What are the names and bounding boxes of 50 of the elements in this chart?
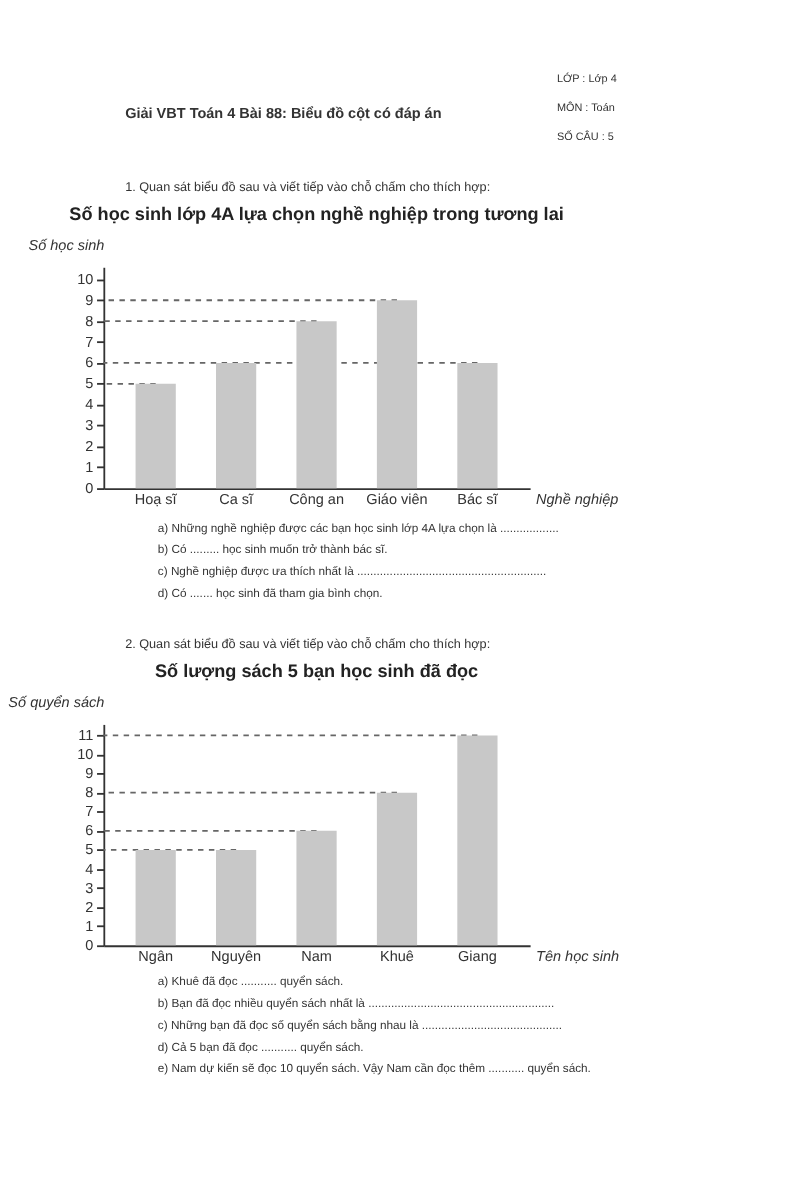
y-tick-label: 9 [85, 764, 94, 783]
x-axis-title: Nghề nghiệp [536, 489, 619, 508]
x-tick-label: Nam [301, 946, 332, 965]
y-tick-label: 7 [85, 332, 94, 351]
x-tick-label: Ca sĩ [219, 489, 256, 508]
bar [376, 792, 418, 946]
x-tick-label: Giang [458, 946, 497, 965]
y-tick-label: 3 [85, 416, 94, 435]
y-tick-label: 4 [85, 859, 94, 878]
y-tick-label: 9 [85, 290, 94, 309]
x-tick-label: Hoạ sĩ [134, 489, 179, 508]
bar [376, 300, 418, 489]
y-tick-label: 1 [85, 916, 94, 935]
y-tick-label: 11 [78, 725, 94, 744]
y-tick-label: 0 [85, 935, 94, 954]
x-axis-title: Tên học sinh [536, 946, 620, 965]
text: Giải VBT Toán 4 Bài 88: Biểu đồ cột có đáp án [125, 104, 442, 123]
y-tick-label: 5 [85, 374, 94, 393]
y-tick-label: 3 [85, 878, 94, 897]
bar [216, 849, 257, 946]
y-tick-label: 2 [85, 436, 94, 455]
x-tick-label: Bác sĩ [457, 489, 500, 508]
x-tick-label: Giáo viên [366, 489, 428, 508]
y-tick-label: 8 [85, 311, 94, 330]
chart-title: Số lượng sách 5 bạn học sinh đã đọc [154, 660, 479, 681]
bar [457, 362, 498, 489]
y-tick-label: 7 [85, 802, 94, 821]
chart-title: Số học sinh lớp 4A lựa chọn nghề nghiệp trong tương lai [69, 203, 564, 224]
bar [457, 735, 498, 946]
bar [296, 830, 337, 946]
y-tick-label: 1 [85, 457, 94, 476]
bar [216, 362, 257, 489]
y-tick-label: 10 [77, 745, 94, 764]
y-tick-label: 2 [85, 897, 94, 916]
bar [296, 321, 337, 489]
y-tick-label: 8 [85, 783, 94, 802]
x-tick-label: Khuê [380, 946, 414, 965]
y-axis-title: Số quyển sách [8, 692, 105, 711]
bar [135, 849, 176, 946]
y-tick-label: 4 [85, 395, 94, 414]
y-tick-label: 6 [85, 353, 94, 372]
bar [135, 383, 176, 489]
y-tick-label: 6 [85, 821, 94, 840]
y-tick-label: 5 [85, 840, 94, 859]
x-tick-label: Ngân [138, 946, 174, 965]
x-tick-label: Nguyên [211, 946, 262, 965]
y-tick-label: 0 [85, 478, 94, 497]
y-axis-title: Số học sinh [28, 235, 105, 254]
y-tick-label: 10 [77, 269, 94, 288]
x-tick-label: Công an [289, 489, 344, 508]
